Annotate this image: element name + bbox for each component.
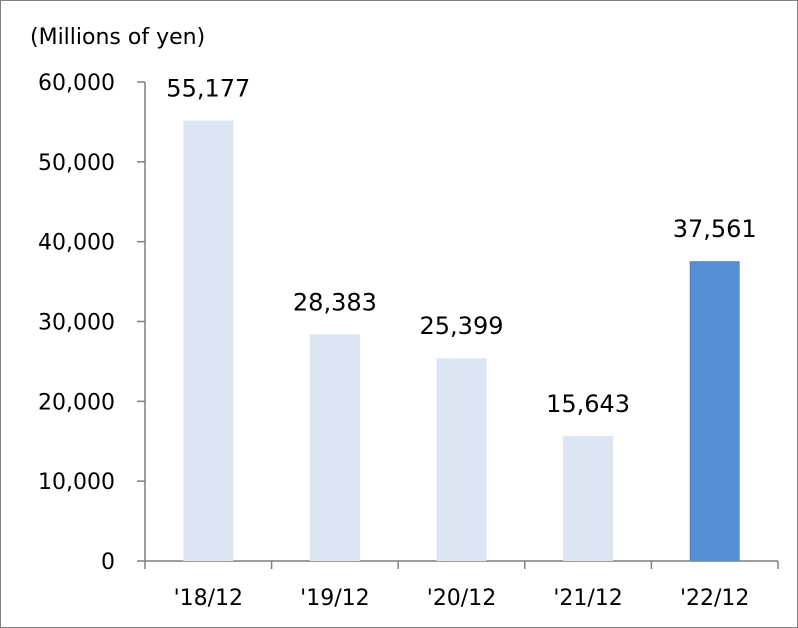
unit-label: (Millions of yen) [30, 25, 205, 50]
bar [689, 261, 740, 561]
bar [183, 120, 234, 562]
y-tick-label: 40,000 [38, 231, 115, 256]
y-tick-label: 10,000 [38, 470, 115, 495]
y-tick-label: 60,000 [38, 71, 115, 96]
data-label: 15,643 [546, 390, 630, 418]
data-label: 25,399 [420, 312, 504, 340]
y-tick-label: 30,000 [38, 311, 115, 336]
data-labels: 55,177 28,383 25,399 15,643 37,561 [166, 75, 756, 419]
y-tick-label: 20,000 [38, 390, 115, 415]
data-label: 28,383 [293, 288, 377, 316]
y-tick-label: 50,000 [38, 151, 115, 176]
bar [563, 436, 614, 561]
x-tick-label: '18/12 [174, 586, 243, 611]
bar [436, 358, 487, 561]
x-tick-label: '21/12 [553, 586, 622, 611]
bar [309, 334, 360, 561]
x-axis: '18/12 '19/12 '20/12 '21/12 '22/12 [144, 560, 779, 611]
x-tick-label: '20/12 [427, 586, 496, 611]
y-tick-label: 0 [101, 550, 115, 575]
y-axis: 0 10,000 20,000 30,000 40,000 50,000 60,000 [38, 71, 146, 575]
x-tick-label: '22/12 [680, 586, 749, 611]
data-label: 55,177 [166, 75, 250, 103]
data-label: 37,561 [673, 215, 757, 243]
bars [183, 120, 740, 562]
x-tick-label: '19/12 [300, 586, 369, 611]
